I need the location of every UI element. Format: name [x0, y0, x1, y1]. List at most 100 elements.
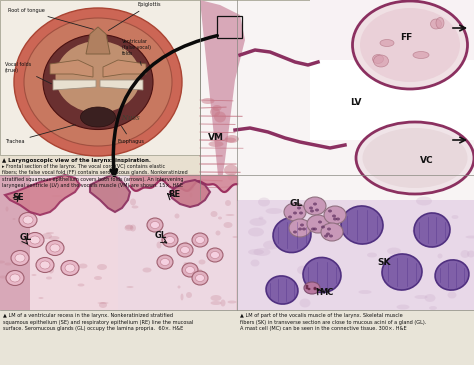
Ellipse shape — [416, 196, 432, 205]
Ellipse shape — [195, 237, 204, 243]
Ellipse shape — [429, 306, 437, 310]
Ellipse shape — [304, 197, 326, 215]
Ellipse shape — [19, 212, 37, 227]
Ellipse shape — [425, 294, 436, 302]
Ellipse shape — [299, 211, 303, 215]
Ellipse shape — [23, 216, 33, 224]
Bar — [0, 175, 30, 310]
Ellipse shape — [289, 219, 311, 237]
Ellipse shape — [183, 242, 189, 246]
Ellipse shape — [30, 236, 40, 244]
Ellipse shape — [201, 98, 215, 104]
Ellipse shape — [181, 293, 183, 300]
Ellipse shape — [177, 285, 181, 288]
Ellipse shape — [6, 207, 9, 211]
Ellipse shape — [130, 199, 136, 205]
Ellipse shape — [65, 264, 75, 272]
Ellipse shape — [199, 260, 206, 265]
Text: RE: RE — [168, 190, 180, 199]
Text: Epiglottis: Epiglottis — [109, 2, 162, 31]
Ellipse shape — [284, 203, 306, 221]
Ellipse shape — [24, 18, 172, 146]
Ellipse shape — [430, 19, 441, 29]
Ellipse shape — [195, 274, 204, 281]
Ellipse shape — [436, 18, 444, 28]
Text: SE: SE — [12, 193, 24, 202]
Ellipse shape — [224, 165, 238, 176]
Ellipse shape — [360, 8, 460, 82]
Ellipse shape — [293, 231, 297, 234]
Ellipse shape — [130, 224, 136, 231]
Ellipse shape — [182, 254, 184, 257]
Ellipse shape — [298, 227, 302, 231]
Ellipse shape — [250, 260, 259, 266]
Ellipse shape — [328, 210, 332, 212]
Bar — [0, 310, 474, 365]
Text: Trachea: Trachea — [5, 125, 75, 144]
Ellipse shape — [69, 185, 73, 187]
Polygon shape — [5, 175, 80, 215]
Ellipse shape — [224, 222, 233, 228]
Ellipse shape — [302, 227, 306, 231]
Ellipse shape — [57, 187, 61, 189]
Ellipse shape — [336, 218, 340, 220]
Ellipse shape — [147, 218, 163, 232]
Ellipse shape — [210, 295, 221, 301]
Ellipse shape — [358, 290, 372, 294]
Ellipse shape — [263, 241, 279, 250]
Ellipse shape — [14, 8, 182, 156]
Ellipse shape — [461, 250, 470, 258]
Ellipse shape — [303, 283, 311, 289]
Bar — [0, 0, 200, 155]
Ellipse shape — [266, 276, 298, 304]
Ellipse shape — [48, 266, 54, 273]
PathPatch shape — [103, 60, 146, 77]
Ellipse shape — [210, 211, 218, 217]
Ellipse shape — [313, 288, 317, 290]
Ellipse shape — [387, 247, 401, 254]
Ellipse shape — [191, 269, 202, 273]
Ellipse shape — [438, 254, 443, 258]
Ellipse shape — [254, 248, 271, 256]
Ellipse shape — [306, 287, 309, 289]
Ellipse shape — [212, 105, 221, 111]
Ellipse shape — [0, 261, 5, 264]
Ellipse shape — [46, 241, 64, 256]
Ellipse shape — [413, 51, 429, 58]
Ellipse shape — [99, 302, 107, 308]
Ellipse shape — [210, 251, 219, 258]
Text: Ventricular
(false vocal)
folds: Ventricular (false vocal) folds — [122, 39, 151, 65]
Text: SK: SK — [377, 258, 391, 267]
Ellipse shape — [81, 107, 116, 127]
Ellipse shape — [131, 205, 138, 208]
Ellipse shape — [306, 285, 309, 287]
Ellipse shape — [404, 275, 419, 281]
Ellipse shape — [18, 275, 22, 279]
Ellipse shape — [447, 292, 456, 299]
Ellipse shape — [69, 191, 75, 193]
Ellipse shape — [165, 237, 174, 243]
Ellipse shape — [98, 302, 109, 304]
Ellipse shape — [309, 207, 313, 210]
Bar — [310, 60, 474, 140]
Ellipse shape — [307, 215, 329, 233]
Ellipse shape — [6, 270, 24, 285]
Ellipse shape — [467, 250, 474, 257]
Bar — [0, 175, 237, 310]
Ellipse shape — [297, 207, 301, 210]
Ellipse shape — [341, 206, 383, 244]
Ellipse shape — [177, 243, 193, 257]
Ellipse shape — [46, 184, 55, 188]
Ellipse shape — [210, 301, 221, 305]
Bar — [118, 175, 236, 310]
Ellipse shape — [20, 242, 26, 245]
Text: GL: GL — [290, 199, 303, 208]
Ellipse shape — [220, 300, 226, 307]
Ellipse shape — [125, 224, 133, 230]
Ellipse shape — [182, 263, 198, 277]
Ellipse shape — [174, 214, 180, 219]
Text: FF: FF — [400, 33, 412, 42]
Ellipse shape — [411, 229, 425, 233]
Ellipse shape — [151, 222, 159, 228]
Ellipse shape — [157, 255, 173, 269]
